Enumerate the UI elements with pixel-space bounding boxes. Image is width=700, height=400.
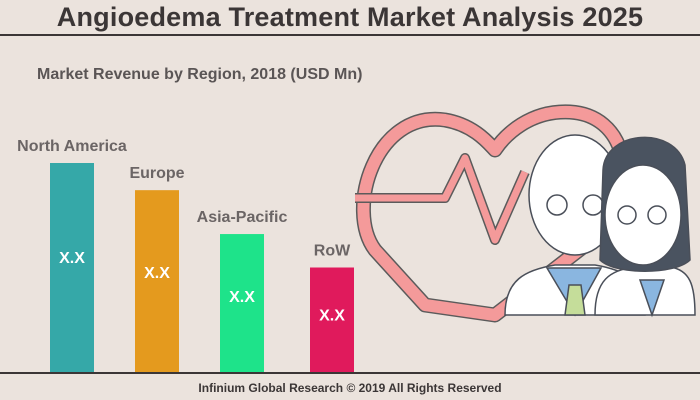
doctors-heartbeat-illustration <box>355 104 696 323</box>
data-label: X.X <box>319 308 345 325</box>
category-label: RoW <box>314 243 351 260</box>
data-label: X.X <box>229 289 255 306</box>
bar-europe <box>135 190 179 372</box>
category-label: North America <box>17 138 127 155</box>
data-label: X.X <box>59 250 85 267</box>
title-divider <box>0 34 700 36</box>
copyright-footer: Infinium Global Research © 2019 All Righ… <box>198 381 502 395</box>
bar-row <box>310 267 354 372</box>
page-title: Angioedema Treatment Market Analysis 202… <box>56 2 644 32</box>
category-label: Europe <box>129 165 184 182</box>
doctors-icon <box>504 134 696 318</box>
bar-north-america <box>50 163 94 372</box>
chart-title: Market Revenue by Region, 2018 (USD Mn) <box>37 66 363 83</box>
bar-asia-pacific <box>220 234 264 372</box>
footer-divider <box>0 372 700 374</box>
data-label: X.X <box>144 265 170 282</box>
category-label: Asia-Pacific <box>197 209 288 226</box>
